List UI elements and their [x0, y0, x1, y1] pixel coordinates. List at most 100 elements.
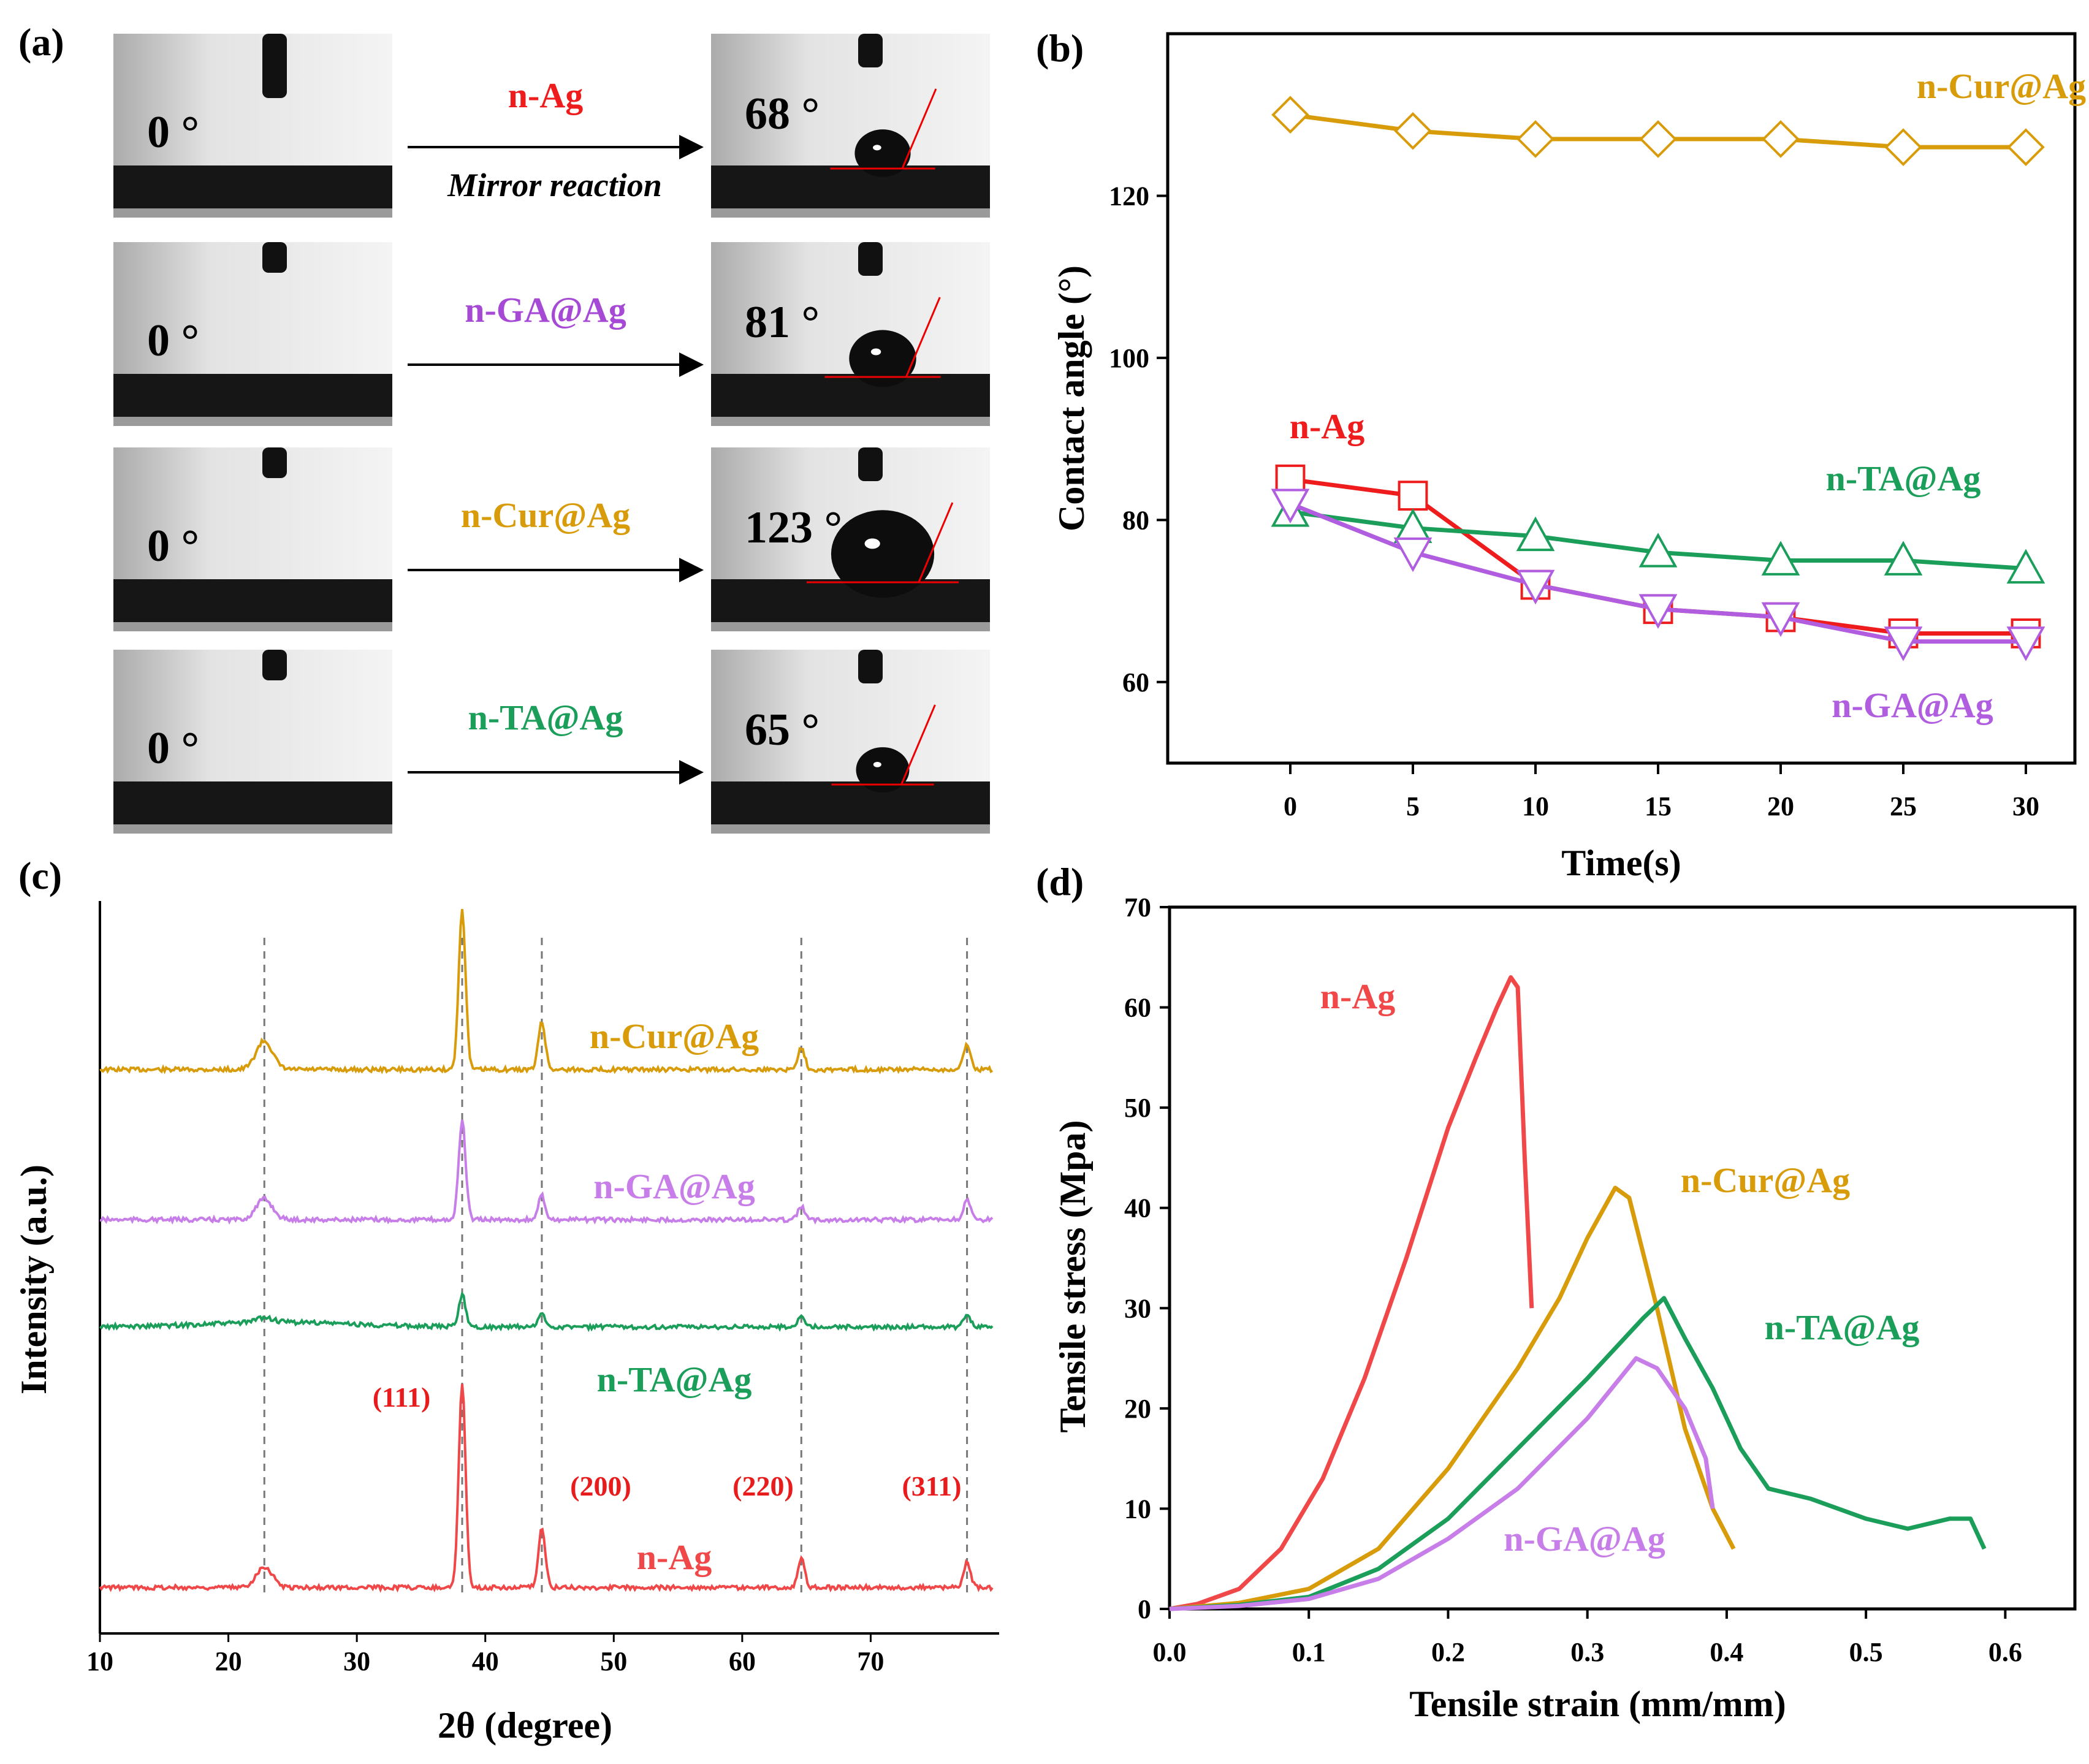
- data-point: [2007, 128, 2045, 166]
- angle-before: 0 °: [147, 316, 199, 366]
- substrate-shadow: [711, 622, 990, 631]
- data-point: [1271, 489, 1310, 524]
- reaction-note: Mirror reaction: [447, 167, 662, 203]
- series-label: n-Ag: [1290, 406, 1364, 446]
- plot-frame: [1166, 32, 2077, 765]
- y-tick-label: 100: [1109, 343, 1149, 373]
- sample-label: n-TA@Ag: [468, 698, 623, 737]
- tangent-line: [905, 297, 941, 378]
- wetting-row: 0 ° 65 ° n-TA@Ag: [113, 650, 990, 834]
- tangent-line: [901, 88, 937, 169]
- y-tick-label: 80: [1122, 505, 1149, 535]
- xrd-pattern: [99, 1119, 994, 1225]
- needle-icon: [262, 34, 287, 98]
- water-droplet: [854, 129, 911, 177]
- data-point: [1638, 533, 1678, 568]
- x-tick-label: 0.1: [1292, 1637, 1326, 1667]
- data-point: [1394, 112, 1432, 150]
- wetting-row: 0 ° 81 ° n-GA@Ag: [113, 242, 990, 426]
- series-label: n-Cur@Ag: [590, 1016, 759, 1056]
- fabric-substrate: [113, 781, 392, 824]
- x-tick-label: 15: [1645, 791, 1672, 821]
- data-point: [1393, 537, 1433, 572]
- stress-strain-curve: [1169, 975, 1534, 1611]
- needle-icon: [858, 650, 883, 683]
- y-tick-label: 50: [1124, 1093, 1151, 1123]
- water-droplet: [856, 747, 910, 793]
- water-droplet: [849, 330, 916, 387]
- fabric-substrate: [711, 781, 990, 824]
- fabric-substrate: [113, 579, 392, 622]
- y-axis-label: Contact angle (°): [1051, 265, 1092, 531]
- angle-before: 0 °: [147, 723, 199, 774]
- series-n-Cur@Ag: n-Cur@Ag: [1271, 66, 2086, 166]
- photo-after: 65 °: [711, 650, 990, 834]
- x-tick-label: 0: [1284, 791, 1297, 821]
- needle-icon: [262, 242, 287, 273]
- reflection-label: (200): [570, 1470, 631, 1502]
- data-point: [2006, 549, 2045, 584]
- substrate-shadow: [711, 417, 990, 426]
- xrd-pattern: [99, 1291, 994, 1333]
- series-n-Ag: n-Ag: [99, 1383, 994, 1593]
- droplet-highlight: [864, 538, 880, 549]
- series-label: n-GA@Ag: [1504, 1519, 1665, 1559]
- stress-strain-curve: [1169, 1185, 1736, 1611]
- needle-icon: [858, 447, 883, 481]
- y-tick-label: 0: [1138, 1594, 1151, 1624]
- series-label: n-Ag: [637, 1537, 712, 1577]
- panel-d-tensile-chart: (d) 0.0 0.1 0.2 0.3 0.4 0.5 0.6 0 10 20 30 40 50 60 70…: [1036, 860, 2077, 1724]
- series-label: n-Cur@Ag: [1681, 1160, 1850, 1200]
- series-n-Ag: n-Ag: [1169, 975, 1534, 1611]
- series-label: n-Cur@Ag: [1917, 66, 2086, 106]
- series-n-GA@Ag: n-GA@Ag: [1271, 489, 2045, 725]
- data-point: [1884, 128, 1922, 166]
- data-point: [1884, 626, 1923, 661]
- xrd-pattern: [99, 909, 993, 1075]
- x-tick-label: 0.3: [1570, 1637, 1604, 1667]
- substrate-shadow: [711, 208, 990, 218]
- series-n-Cur@Ag: n-Cur@Ag: [1169, 1160, 1850, 1611]
- substrate-shadow: [711, 824, 990, 834]
- x-tick-label: 0.0: [1153, 1637, 1187, 1667]
- data-point: [1638, 594, 1678, 629]
- panel-a-label: (a): [18, 20, 64, 64]
- photo-before: 0 °: [113, 650, 392, 834]
- series-label: n-TA@Ag: [1765, 1307, 1920, 1347]
- needle-icon: [858, 34, 883, 67]
- data-point: [1516, 516, 1555, 552]
- y-tick-label: 120: [1109, 181, 1149, 211]
- reflection-label: (220): [732, 1470, 794, 1502]
- droplet-highlight: [870, 348, 881, 355]
- x-axis-label: 2θ (degree): [438, 1705, 612, 1746]
- angle-before: 0 °: [147, 521, 199, 571]
- tangent-line: [900, 704, 936, 785]
- y-axis-label: Tensile stress (Mpa): [1052, 1120, 1093, 1433]
- series-n-TA@Ag: n-TA@Ag: [1271, 458, 2045, 584]
- x-tick-label: 25: [1890, 791, 1917, 821]
- fabric-substrate: [113, 165, 392, 208]
- angle-after: 68 °: [745, 89, 820, 139]
- y-tick-label: 60: [1124, 993, 1151, 1023]
- series-n-TA@Ag: n-TA@Ag: [1169, 1296, 1987, 1611]
- sample-label: n-Ag: [508, 75, 583, 115]
- photo-before: 0 °: [113, 447, 392, 631]
- wetting-row: 0 ° 68 ° n-Ag Mirror reaction: [113, 34, 990, 218]
- data-point: [1761, 541, 1800, 576]
- droplet-highlight: [873, 762, 881, 767]
- panel-c-label: (c): [18, 854, 62, 897]
- sample-label: n-Cur@Ag: [461, 495, 630, 535]
- photo-after: 123 °: [711, 447, 990, 631]
- series-label: n-TA@Ag: [597, 1359, 752, 1399]
- x-tick-label: 60: [729, 1646, 756, 1676]
- data-point: [2006, 626, 2045, 661]
- fabric-substrate: [711, 374, 990, 417]
- x-tick-label: 0.4: [1710, 1637, 1743, 1667]
- x-tick-label: 5: [1406, 791, 1420, 821]
- photo-before: 0 °: [113, 34, 392, 218]
- series-n-TA@Ag: n-TA@Ag: [99, 1291, 994, 1399]
- x-axis-label: Time(s): [1561, 843, 1681, 883]
- fabric-substrate: [711, 165, 990, 208]
- series-n-GA@Ag: n-GA@Ag: [99, 1119, 994, 1225]
